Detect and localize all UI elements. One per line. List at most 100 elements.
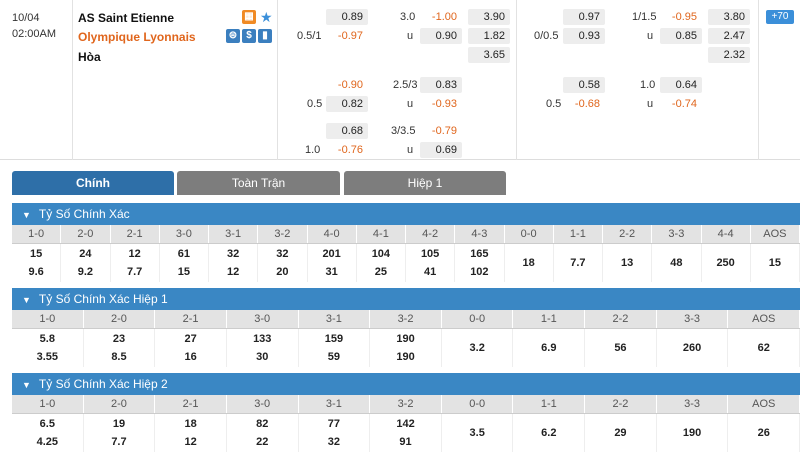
odds-ht-handicap-away[interactable]: 0.93 [563, 28, 605, 44]
score-odds-cell[interactable]: 19 7.7 [84, 414, 156, 452]
score-odds-cell[interactable]: 6.5 4.25 [12, 414, 84, 452]
odds-under[interactable]: 0.90 [420, 28, 462, 44]
odds-value[interactable]: 91 [399, 436, 412, 448]
odds-value[interactable]: 9.6 [28, 266, 44, 278]
odds-value[interactable]: 61 [177, 248, 190, 260]
odds-handicap-home[interactable]: 0.68 [326, 123, 368, 139]
odds-value[interactable]: 142 [396, 418, 415, 430]
odds-ht-over[interactable]: -0.95 [671, 11, 697, 23]
odds-1x2-away[interactable]: 1.82 [468, 28, 510, 44]
score-odds-cell[interactable]: 6.2 [513, 414, 586, 452]
score-odds-cell[interactable]: 62 [728, 329, 800, 367]
odds-value[interactable]: 41 [424, 266, 437, 278]
odds-value[interactable]: 31 [325, 266, 338, 278]
score-odds-cell[interactable]: 12 7.7 [111, 244, 160, 282]
tab-first-half[interactable]: Hiệp 1 [344, 171, 506, 195]
odds-ht-1x2-away[interactable]: 2.47 [708, 28, 750, 44]
dollar-icon[interactable]: $ [242, 29, 256, 43]
score-odds-cell[interactable]: 48 [652, 244, 702, 282]
odds-handicap-away[interactable]: -0.76 [337, 144, 363, 156]
stats-icon[interactable]: ▦ [242, 10, 256, 24]
odds-value[interactable]: 8.5 [111, 351, 127, 363]
score-odds-cell[interactable]: 5.8 3.55 [12, 329, 84, 367]
collapse-triangle-icon[interactable]: ▼ [22, 380, 31, 390]
odds-handicap-away[interactable]: -0.97 [337, 30, 363, 42]
odds-ht-handicap-home[interactable]: 0.97 [563, 9, 605, 25]
odds-over[interactable]: 0.83 [420, 77, 462, 93]
score-odds-cell[interactable]: 61 15 [160, 244, 209, 282]
section-header[interactable]: ▼ Tỷ Số Chính Xác Hiệp 1 [12, 288, 800, 310]
odds-value[interactable]: 250 [716, 257, 735, 269]
odds-ht-1x2-home[interactable]: 3.80 [708, 9, 750, 25]
odds-over[interactable]: -1.00 [431, 11, 457, 23]
odds-value[interactable]: 56 [614, 342, 627, 354]
odds-handicap-home[interactable]: -0.90 [337, 79, 363, 91]
odds-value[interactable]: 32 [276, 248, 289, 260]
score-odds-cell[interactable]: 56 [585, 329, 657, 367]
odds-value[interactable]: 7.7 [111, 436, 127, 448]
score-odds-cell[interactable]: 133 30 [227, 329, 299, 367]
odds-ht-handicap-home[interactable]: 0.58 [563, 77, 605, 93]
odds-value[interactable]: 190 [682, 427, 702, 439]
odds-value[interactable]: 22 [256, 436, 269, 448]
odds-value[interactable]: 20 [276, 266, 289, 278]
odds-value[interactable]: 19 [112, 418, 126, 430]
odds-value[interactable]: 62 [757, 342, 770, 354]
odds-value[interactable]: 7.7 [126, 266, 143, 278]
odds-value[interactable]: 32 [327, 436, 340, 448]
score-odds-cell[interactable]: 82 22 [227, 414, 299, 452]
lineup-icon[interactable]: ⊜ [226, 29, 240, 43]
odds-ht-handicap-away[interactable]: -0.68 [574, 98, 600, 110]
odds-value[interactable]: 7.7 [570, 257, 586, 269]
odds-value[interactable]: 15 [768, 257, 781, 269]
odds-value[interactable]: 25 [374, 266, 387, 278]
odds-value[interactable]: 29 [614, 427, 627, 439]
odds-value[interactable]: 59 [327, 351, 340, 363]
odds-value[interactable]: 26 [757, 427, 770, 439]
odds-value[interactable]: 165 [470, 248, 489, 260]
odds-under[interactable]: -0.93 [431, 98, 457, 110]
odds-value[interactable]: 23 [112, 333, 126, 345]
score-odds-cell[interactable]: 6.9 [513, 329, 586, 367]
odds-value[interactable]: 12 [227, 266, 240, 278]
odds-value[interactable]: 260 [682, 342, 702, 354]
score-odds-cell[interactable]: 77 32 [299, 414, 371, 452]
odds-value[interactable]: 12 [128, 248, 141, 260]
score-odds-cell[interactable]: 15 [751, 244, 800, 282]
odds-value[interactable]: 30 [256, 351, 269, 363]
odds-1x2-home[interactable]: 3.90 [468, 9, 510, 25]
odds-handicap-home[interactable]: 0.89 [326, 9, 368, 25]
odds-value[interactable]: 159 [324, 333, 344, 345]
odds-value[interactable]: 201 [322, 248, 341, 260]
tab-main[interactable]: Chính [12, 171, 174, 195]
odds-ht-under[interactable]: 0.85 [660, 28, 702, 44]
odds-over[interactable]: -0.79 [431, 125, 457, 137]
score-odds-cell[interactable]: 190 [657, 414, 729, 452]
odds-value[interactable]: 82 [256, 418, 269, 430]
odds-value[interactable]: 3.2 [469, 342, 485, 354]
odds-value[interactable]: 102 [470, 266, 489, 278]
odds-value[interactable]: 104 [371, 248, 391, 260]
score-odds-cell[interactable]: 18 12 [155, 414, 227, 452]
score-odds-cell[interactable]: 201 31 [308, 244, 357, 282]
odds-value[interactable]: 15 [177, 266, 190, 278]
score-odds-cell[interactable]: 26 [728, 414, 800, 452]
score-odds-cell[interactable]: 260 [657, 329, 729, 367]
score-odds-cell[interactable]: 250 [702, 244, 751, 282]
chart-icon[interactable]: ▮ [258, 29, 272, 43]
odds-value[interactable]: 105 [420, 248, 440, 260]
odds-under[interactable]: 0.69 [420, 142, 462, 158]
odds-value[interactable]: 27 [184, 333, 197, 345]
odds-value[interactable]: 12 [184, 436, 197, 448]
score-odds-cell[interactable]: 105 41 [406, 244, 456, 282]
score-odds-cell[interactable]: 3.2 [442, 329, 514, 367]
odds-value[interactable]: 77 [327, 418, 340, 430]
odds-handicap-away[interactable]: 0.82 [326, 96, 368, 112]
odds-value[interactable]: 3.5 [469, 427, 485, 439]
odds-1x2-draw[interactable]: 3.65 [468, 47, 510, 63]
odds-value[interactable]: 190 [396, 351, 415, 363]
odds-value[interactable]: 16 [184, 351, 197, 363]
odds-value[interactable]: 4.25 [36, 436, 59, 448]
odds-value[interactable]: 5.8 [39, 333, 55, 345]
score-odds-cell[interactable]: 104 25 [357, 244, 406, 282]
